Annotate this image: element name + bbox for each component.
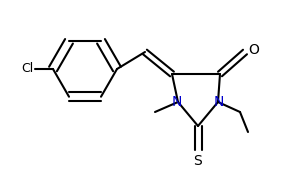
Text: S: S — [194, 154, 202, 168]
Text: N: N — [172, 95, 182, 109]
Text: Cl: Cl — [21, 62, 33, 76]
Text: N: N — [214, 95, 224, 109]
Text: O: O — [248, 43, 259, 57]
